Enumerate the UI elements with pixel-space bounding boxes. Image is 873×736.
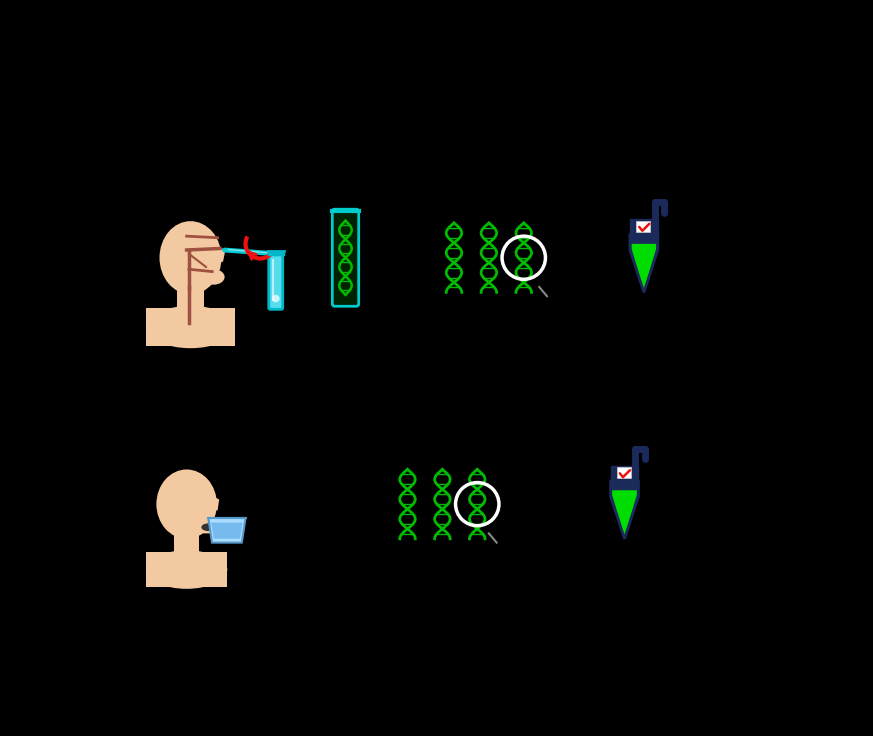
Polygon shape: [610, 481, 638, 539]
Polygon shape: [198, 520, 217, 534]
Ellipse shape: [202, 523, 216, 531]
FancyBboxPatch shape: [147, 552, 227, 587]
Ellipse shape: [156, 470, 217, 539]
FancyBboxPatch shape: [176, 290, 204, 317]
FancyBboxPatch shape: [175, 535, 199, 562]
Polygon shape: [631, 244, 656, 290]
FancyBboxPatch shape: [630, 219, 658, 235]
FancyBboxPatch shape: [636, 221, 650, 232]
Circle shape: [272, 294, 279, 302]
Ellipse shape: [146, 306, 235, 348]
Polygon shape: [206, 492, 219, 512]
Polygon shape: [630, 235, 658, 292]
Ellipse shape: [146, 551, 227, 589]
Polygon shape: [612, 490, 637, 537]
FancyBboxPatch shape: [333, 210, 357, 305]
Ellipse shape: [203, 269, 224, 285]
Polygon shape: [212, 244, 225, 264]
Polygon shape: [209, 518, 245, 542]
FancyBboxPatch shape: [610, 466, 638, 481]
FancyBboxPatch shape: [616, 467, 630, 478]
FancyBboxPatch shape: [147, 308, 235, 346]
Polygon shape: [211, 523, 243, 539]
FancyBboxPatch shape: [269, 252, 283, 309]
Ellipse shape: [160, 221, 222, 294]
